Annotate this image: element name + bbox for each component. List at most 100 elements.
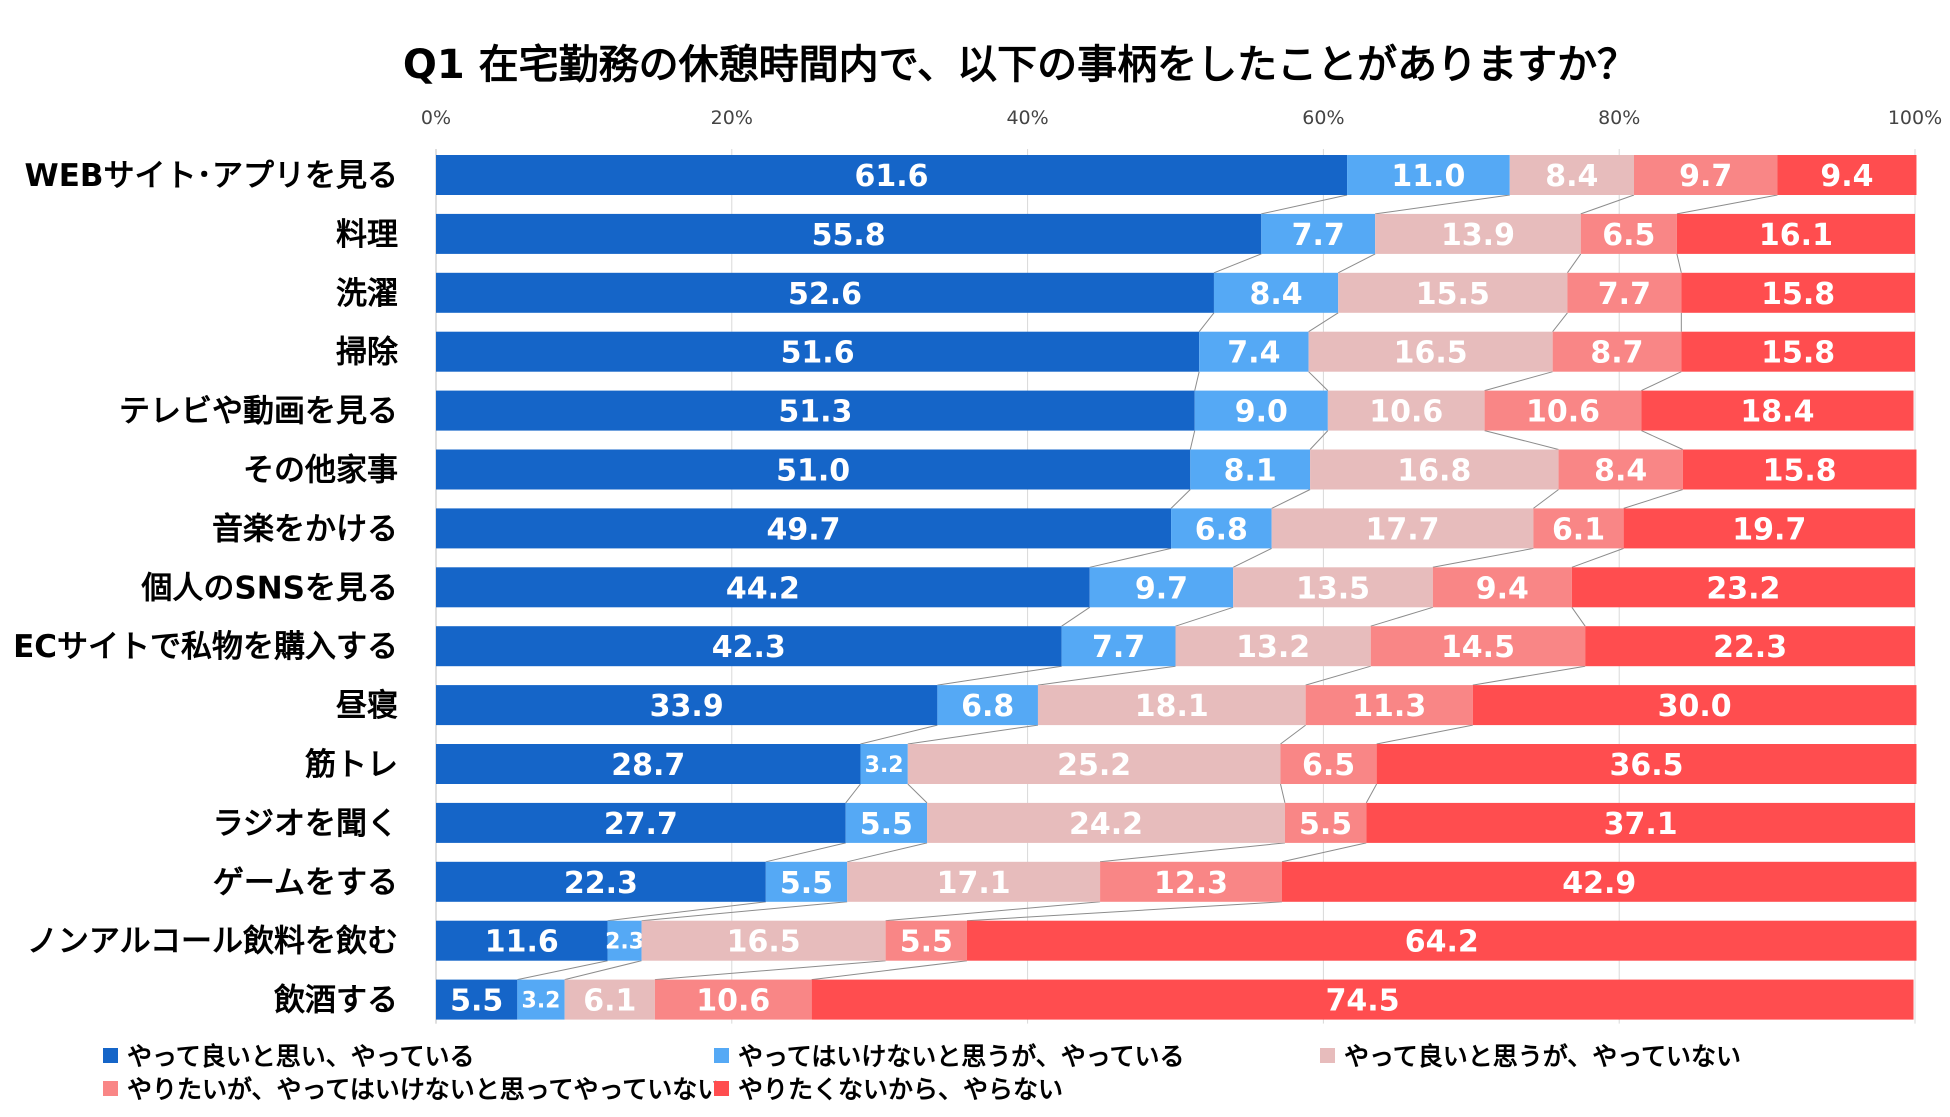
category-labels: WEBサイト･アプリを見る料理洗濯掃除テレビや動画を見るその他家事音楽をかける個… — [13, 158, 399, 1019]
bar-segment — [607, 920, 642, 961]
bar-segment — [860, 744, 908, 784]
series-connector — [1037, 665, 1176, 686]
bar-segment — [937, 685, 1038, 726]
data-label: 7.7 — [1598, 277, 1651, 312]
data-label: 5.5 — [1299, 807, 1352, 842]
bar-segment — [847, 861, 1101, 902]
bar-segment — [436, 213, 1262, 254]
series-connector — [1232, 547, 1272, 568]
data-label: 14.5 — [1441, 630, 1515, 665]
bars: 61.6 11.0 8.4 9.7 9.4 55.8 7.7 13.9 6.5 16.1 52.6 8… — [436, 155, 1917, 1020]
bar-segment — [1233, 567, 1433, 608]
chart-title: Q1 在宅勤務の休憩時間内で、以下の事柄をしたことがありますか？ — [403, 42, 1637, 88]
bar-segment — [1567, 272, 1682, 313]
data-label: 9.7 — [1135, 571, 1188, 606]
bar-segment — [436, 449, 1191, 490]
series-connector — [1365, 783, 1378, 804]
data-label: 8.4 — [1594, 454, 1647, 489]
data-label: 16.1 — [1759, 218, 1833, 253]
data-label: 11.6 — [485, 925, 559, 960]
series-connector — [885, 901, 1101, 922]
category-label: 掃除 — [336, 335, 399, 371]
legend-label: やりたくないから、やらない — [738, 1075, 1063, 1104]
x-tick-label: 0% — [421, 107, 451, 129]
x-tick-label: 80% — [1598, 107, 1640, 129]
data-label: 10.6 — [1526, 395, 1600, 430]
bar-segment — [1681, 272, 1915, 313]
category-label: 洗濯 — [336, 276, 398, 312]
bar-segment — [436, 979, 518, 1020]
series-connector — [847, 842, 928, 863]
bar-segment — [1175, 626, 1371, 667]
series-connector — [860, 724, 938, 745]
data-label: 9.0 — [1235, 395, 1288, 430]
series-connector — [1061, 606, 1090, 627]
bar-segment — [436, 685, 938, 726]
bar-segment — [1213, 272, 1339, 313]
series-connector — [1571, 607, 1586, 627]
x-tick-label: 100% — [1888, 107, 1942, 129]
bar-segment — [1552, 331, 1682, 372]
bar-segment — [641, 920, 886, 961]
bar-segment — [1171, 508, 1272, 549]
legend-label: やりたいが、やってはいけないと思ってやっていない — [127, 1075, 722, 1104]
legend: やって良いと思い、やっている やってはいけないと思うが、やっている やって良いと思う… — [103, 1042, 1741, 1104]
bar-segment — [1472, 685, 1917, 726]
series-connector — [1213, 253, 1262, 274]
data-label: 74.5 — [1326, 984, 1400, 1019]
series-connector — [1375, 194, 1510, 215]
legend-swatch — [714, 1048, 729, 1063]
bar-segment — [436, 155, 1348, 195]
bar-segment — [436, 390, 1195, 431]
data-label: 28.7 — [611, 748, 685, 783]
series-connector — [607, 901, 766, 922]
data-label: 49.7 — [767, 512, 841, 547]
bar-segment — [1061, 626, 1176, 667]
bar-segment — [845, 802, 928, 843]
data-label: 3.2 — [865, 753, 904, 778]
series-connector — [1281, 842, 1367, 863]
bar-segment — [1370, 626, 1586, 667]
bar-segment — [654, 979, 812, 1020]
series-connector — [811, 960, 968, 981]
data-label: 13.5 — [1296, 571, 1370, 606]
data-label: 15.8 — [1761, 277, 1835, 312]
bar-segment — [1194, 390, 1328, 431]
data-label: 7.7 — [1292, 218, 1345, 253]
series-connector — [937, 665, 1062, 686]
bar-segment — [1432, 567, 1572, 608]
series-connector — [1194, 371, 1200, 391]
category-label: その他家事 — [243, 453, 398, 489]
series-connector — [1533, 489, 1559, 509]
series-connector — [1484, 371, 1553, 392]
data-label: 51.0 — [776, 454, 850, 489]
bar-segment — [811, 979, 1914, 1020]
data-label: 15.8 — [1761, 336, 1835, 371]
series-connector — [517, 960, 608, 981]
data-label: 36.5 — [1610, 748, 1684, 783]
bar-segment — [1310, 449, 1559, 490]
bar-segment — [1585, 626, 1915, 667]
data-label: 17.1 — [937, 866, 1011, 901]
data-label: 11.3 — [1352, 689, 1426, 724]
data-label: 6.1 — [583, 984, 636, 1019]
series-connector — [1308, 371, 1329, 391]
data-label: 52.6 — [788, 277, 862, 312]
series-connector — [654, 960, 886, 981]
bar-segment — [1681, 331, 1915, 372]
category-label: 筋トレ — [305, 747, 398, 783]
data-label: 5.5 — [900, 925, 953, 960]
bar-segment — [1271, 508, 1534, 549]
series-connector — [1089, 547, 1172, 568]
data-label: 30.0 — [1658, 689, 1732, 724]
data-label: 64.2 — [1405, 925, 1479, 960]
series-connector — [1623, 489, 1683, 509]
bar-segment — [907, 744, 1281, 784]
data-label: 8.1 — [1224, 454, 1277, 489]
data-label: 5.5 — [860, 807, 913, 842]
data-label: 22.3 — [1713, 630, 1787, 665]
series-connector — [1641, 371, 1682, 392]
data-label: 19.7 — [1732, 512, 1806, 547]
data-label: 18.1 — [1135, 689, 1209, 724]
